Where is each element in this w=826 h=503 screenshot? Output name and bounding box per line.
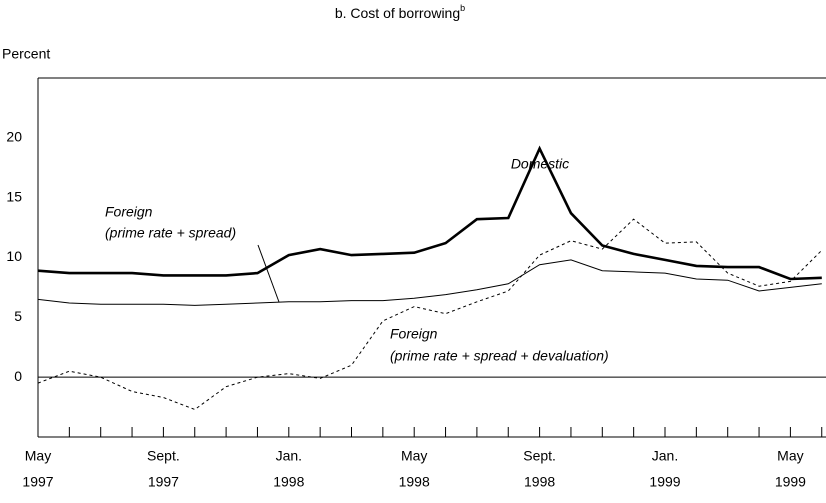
series-line <box>37 218 823 411</box>
chart-title: b. Cost of borrowingb <box>335 3 465 20</box>
x-tick-label: 1998 <box>399 474 430 490</box>
annotation-foreign: Foreign <box>105 204 153 220</box>
y-tick-label: 15 <box>6 188 22 204</box>
series-line <box>37 259 822 306</box>
x-tick-label: 1999 <box>775 474 806 490</box>
annotation-foreign: (prime rate + spread) <box>105 225 236 241</box>
annotation-devaluation: Foreign <box>390 326 438 342</box>
title-text: b. Cost of borrowing <box>335 5 460 21</box>
x-tick-label: May <box>25 448 51 464</box>
annotation-devaluation: (prime rate + spread + devaluation) <box>390 348 609 364</box>
x-tick-label: May <box>401 448 427 464</box>
x-tick-label: 1997 <box>22 474 53 490</box>
title-superscript: b <box>460 3 465 13</box>
leader-line <box>257 244 280 303</box>
x-tick-label: Jan. <box>276 448 302 464</box>
x-tick-label: 1998 <box>524 474 555 490</box>
x-tick-label: 1998 <box>273 474 304 490</box>
x-tick-label: 1997 <box>148 474 179 490</box>
x-tick-label: May <box>777 448 803 464</box>
y-tick-label: 10 <box>6 248 22 264</box>
x-tick-label: 1999 <box>649 474 680 490</box>
y-axis-label: Percent <box>2 46 50 62</box>
x-tick-label: Sept. <box>523 448 556 464</box>
series-line <box>37 145 822 281</box>
x-tick-label: Jan. <box>652 448 678 464</box>
x-tick-label: Sept. <box>147 448 180 464</box>
annotation-domestic: Domestic <box>511 156 569 172</box>
y-tick-label: 0 <box>14 368 22 384</box>
y-tick-label: 5 <box>14 308 22 324</box>
y-tick-label: 20 <box>6 129 22 145</box>
